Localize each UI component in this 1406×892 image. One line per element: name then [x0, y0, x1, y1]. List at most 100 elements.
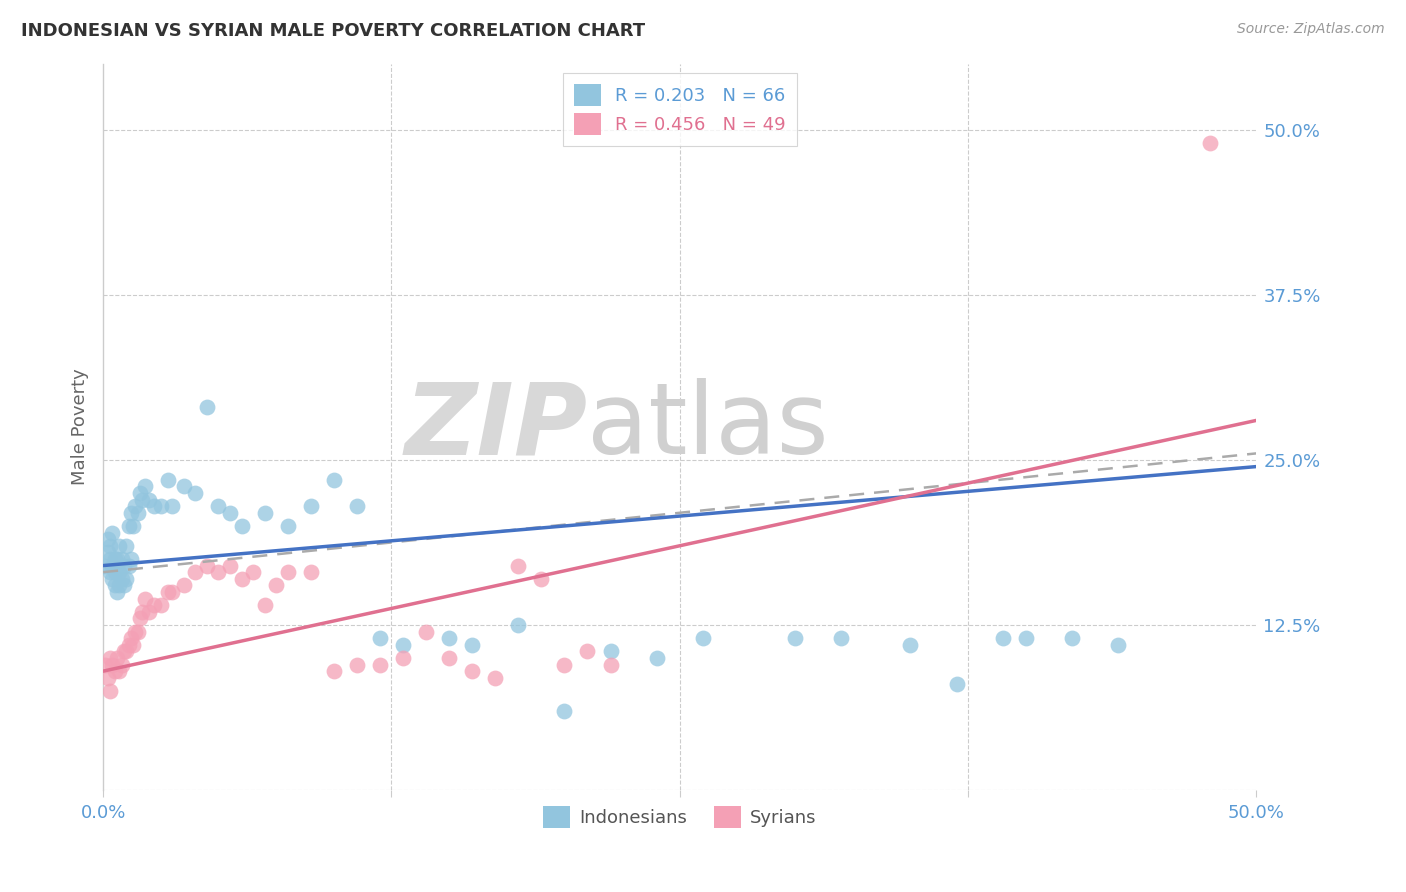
Point [108, 664, 131, 678]
Point [94, 558, 117, 573]
Point [105, 651, 128, 665]
Point [156, 585, 179, 599]
Point [368, 631, 391, 645]
Point [112, 558, 135, 573]
Point [437, 631, 460, 645]
Point [127, 624, 149, 639]
Point [264, 578, 287, 592]
Point [115, 644, 138, 658]
Point [553, 657, 575, 672]
Point [195, 400, 218, 414]
Point [277, 565, 299, 579]
Point [207, 565, 229, 579]
Point [98, 539, 121, 553]
Point [277, 519, 299, 533]
Point [131, 605, 153, 619]
Point [1199, 136, 1222, 151]
Point [599, 657, 621, 672]
Point [991, 631, 1014, 645]
Point [101, 572, 124, 586]
Point [117, 519, 139, 533]
Point [105, 585, 128, 599]
Point [461, 664, 484, 678]
Point [392, 638, 415, 652]
Point [253, 506, 276, 520]
Point [195, 558, 218, 573]
Point [945, 677, 967, 691]
Point [105, 552, 128, 566]
Point [98, 552, 121, 566]
Point [131, 492, 153, 507]
Point [576, 644, 599, 658]
Point [112, 578, 135, 592]
Point [156, 473, 179, 487]
Point [553, 704, 575, 718]
Point [508, 558, 530, 573]
Point [900, 638, 922, 652]
Point [120, 552, 142, 566]
Point [104, 565, 127, 579]
Point [142, 499, 165, 513]
Point [110, 572, 132, 586]
Point [392, 651, 415, 665]
Point [138, 492, 160, 507]
Text: INDONESIAN VS SYRIAN MALE POVERTY CORRELATION CHART: INDONESIAN VS SYRIAN MALE POVERTY CORREL… [21, 22, 645, 40]
Point [346, 499, 368, 513]
Point [530, 572, 553, 586]
Text: atlas: atlas [588, 378, 830, 475]
Point [117, 638, 139, 652]
Point [101, 525, 124, 540]
Point [645, 651, 668, 665]
Point [108, 539, 131, 553]
Point [97, 532, 120, 546]
Point [415, 624, 437, 639]
Point [104, 552, 127, 566]
Point [1107, 638, 1129, 652]
Point [242, 565, 264, 579]
Point [110, 552, 132, 566]
Text: Source: ZipAtlas.com: Source: ZipAtlas.com [1237, 22, 1385, 37]
Point [98, 684, 121, 698]
Point [127, 506, 149, 520]
Point [115, 572, 138, 586]
Point [484, 671, 506, 685]
Point [104, 664, 127, 678]
Point [129, 486, 152, 500]
Point [124, 499, 146, 513]
Point [110, 657, 132, 672]
Point [97, 671, 120, 685]
Point [368, 657, 391, 672]
Text: ZIP: ZIP [405, 378, 588, 475]
Point [299, 565, 322, 579]
Point [219, 506, 242, 520]
Point [134, 591, 156, 606]
Point [219, 558, 242, 573]
Point [231, 519, 253, 533]
Point [231, 572, 253, 586]
Point [120, 631, 142, 645]
Point [149, 499, 172, 513]
Point [437, 651, 460, 665]
Point [98, 651, 121, 665]
Point [692, 631, 714, 645]
Point [173, 479, 195, 493]
Point [322, 473, 344, 487]
Point [117, 558, 139, 573]
Point [122, 638, 145, 652]
Point [184, 486, 207, 500]
Point [346, 657, 368, 672]
Point [108, 578, 131, 592]
Point [97, 545, 120, 559]
Point [108, 565, 131, 579]
Point [461, 638, 484, 652]
Point [98, 565, 121, 579]
Point [207, 499, 229, 513]
Point [149, 598, 172, 612]
Point [830, 631, 852, 645]
Point [162, 585, 184, 599]
Point [138, 605, 160, 619]
Point [101, 558, 124, 573]
Legend: Indonesians, Syrians: Indonesians, Syrians [536, 799, 824, 835]
Point [508, 618, 530, 632]
Y-axis label: Male Poverty: Male Poverty [72, 368, 89, 485]
